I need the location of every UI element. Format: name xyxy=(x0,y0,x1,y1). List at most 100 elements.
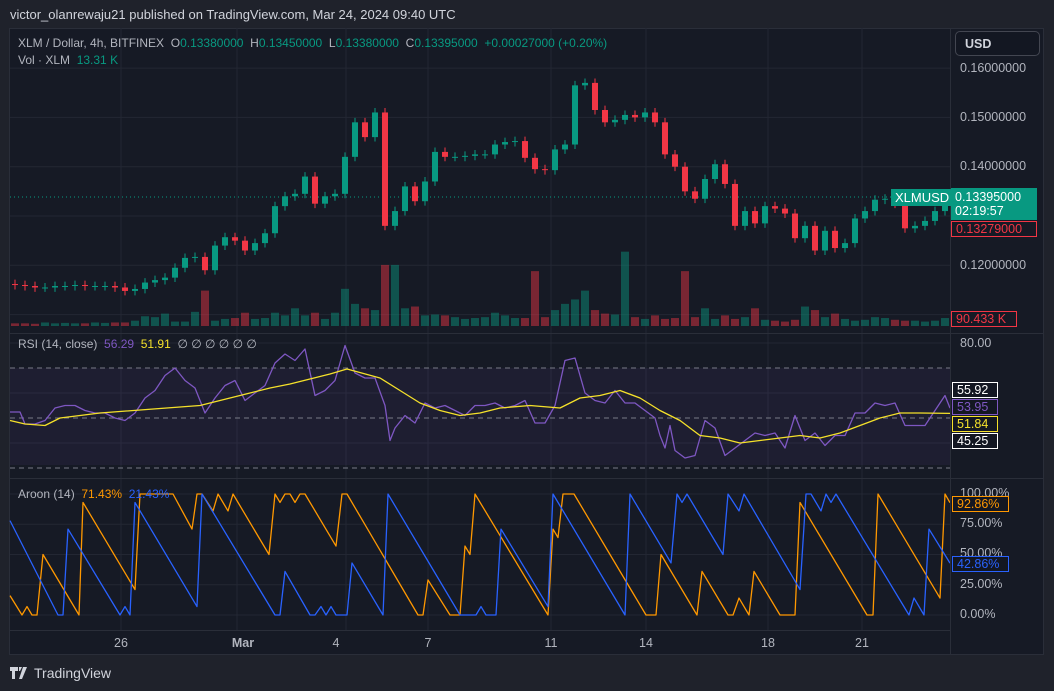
volume-bar xyxy=(271,312,279,326)
candle-body xyxy=(622,114,628,120)
chart-frame xyxy=(9,28,1044,655)
candle-body xyxy=(132,288,138,291)
candle-body xyxy=(472,154,478,156)
candle-body xyxy=(212,245,218,271)
candle-body xyxy=(542,169,548,171)
candle-body xyxy=(492,144,498,155)
volume-bar xyxy=(551,310,559,326)
volume-bar xyxy=(801,306,809,326)
volume-bar xyxy=(811,310,819,326)
candle-body xyxy=(592,82,598,111)
candle-body xyxy=(282,196,288,207)
rsi-empty-values: ∅ ∅ ∅ ∅ ∅ ∅ xyxy=(177,337,257,351)
price-tick: 0.12000000 xyxy=(960,258,1027,272)
candle-body xyxy=(92,286,98,288)
candle-body xyxy=(632,114,638,118)
volume-bar xyxy=(731,318,739,326)
aroon-lines xyxy=(9,493,951,616)
volume-bar xyxy=(651,315,659,326)
tradingview-logo[interactable]: TradingView xyxy=(10,665,111,681)
date-tick: 11 xyxy=(544,636,558,650)
date-tick: 7 xyxy=(424,636,432,650)
candle-body xyxy=(842,243,848,249)
date-tick: 18 xyxy=(761,636,775,650)
volume-bar xyxy=(761,319,769,326)
candle-body xyxy=(482,154,488,156)
volume-bar xyxy=(911,320,919,326)
volume-bar xyxy=(121,322,129,326)
volume-bar xyxy=(41,322,49,326)
symbol-legend: XLM / Dollar, 4h, BITFINEX O0.13380000 H… xyxy=(18,36,607,50)
candle-body xyxy=(402,186,408,212)
volume-bar xyxy=(921,321,929,326)
candle-body xyxy=(202,256,208,271)
aroon-up-tag: 92.86% xyxy=(952,496,1009,512)
volume-bar xyxy=(451,317,459,326)
date-tick: 26 xyxy=(114,636,128,650)
candle-body xyxy=(412,186,418,202)
volume-tag: 90.433 K xyxy=(951,311,1017,327)
candle-body xyxy=(462,155,468,157)
logo-text: TradingView xyxy=(34,665,112,681)
candle-body xyxy=(332,193,338,197)
volume-bar xyxy=(751,308,759,326)
volume-bar xyxy=(441,315,449,326)
volume-bar xyxy=(51,323,59,326)
volume-bar xyxy=(381,264,389,326)
volume-bar xyxy=(101,322,109,326)
volume-bar xyxy=(421,315,429,326)
candles xyxy=(12,78,948,296)
volume-bar xyxy=(741,317,749,326)
aroon-legend: Aroon (14) 71.43% 21.43% xyxy=(18,487,169,501)
grid xyxy=(10,28,950,630)
close-value: 0.13395000 xyxy=(414,36,478,50)
volume-bar xyxy=(721,315,729,326)
volume-bar xyxy=(291,308,299,326)
date-tick-month: Mar xyxy=(231,636,255,650)
volume-bar xyxy=(21,323,29,326)
volume-bar xyxy=(221,318,229,326)
aroon-down-tag: 42.86% xyxy=(952,556,1009,572)
aroon-tick: 0.00% xyxy=(960,607,996,621)
ticker-tag: XLMUSD xyxy=(891,189,954,206)
candle-body xyxy=(372,112,378,138)
candle-body xyxy=(562,144,568,150)
candle-body xyxy=(922,220,928,226)
volume-bar xyxy=(61,322,69,326)
candle-body xyxy=(812,225,818,251)
candle-body xyxy=(272,206,278,234)
aroon-up-line xyxy=(9,493,951,616)
volume-bar xyxy=(891,319,899,326)
volume-bars xyxy=(11,251,949,326)
candle-body xyxy=(522,141,528,158)
price-tick: 0.16000000 xyxy=(960,61,1027,75)
volume-bar xyxy=(141,316,149,326)
volume-bar xyxy=(841,318,849,326)
volume-bar xyxy=(941,318,949,326)
candle-body xyxy=(642,112,648,118)
candle-body xyxy=(552,149,558,171)
candle-body xyxy=(182,257,188,268)
candle-body xyxy=(342,156,348,194)
bar-countdown: 02:19:57 xyxy=(955,204,1004,218)
volume-bar xyxy=(301,315,309,326)
currency-button[interactable]: USD xyxy=(955,31,1040,56)
volume-bar xyxy=(601,313,609,326)
rsi-band xyxy=(10,368,950,465)
candle-body xyxy=(832,230,838,249)
candle-body xyxy=(442,151,448,157)
candle-body xyxy=(242,240,248,251)
candle-body xyxy=(432,151,438,182)
change-value: +0.00027000 (+0.20%) xyxy=(484,36,608,50)
volume-bar xyxy=(361,308,369,326)
candle-body xyxy=(912,225,918,229)
candle-body xyxy=(852,218,858,244)
rsi-tag: 55.92 xyxy=(952,382,998,398)
volume-bar xyxy=(231,318,239,326)
volume-bar xyxy=(371,310,379,326)
candle-body xyxy=(392,211,398,226)
symbol-name: XLM / Dollar, 4h, BITFINEX xyxy=(18,36,165,50)
rsi-value: 56.29 xyxy=(104,337,135,351)
volume-bar xyxy=(541,317,549,326)
